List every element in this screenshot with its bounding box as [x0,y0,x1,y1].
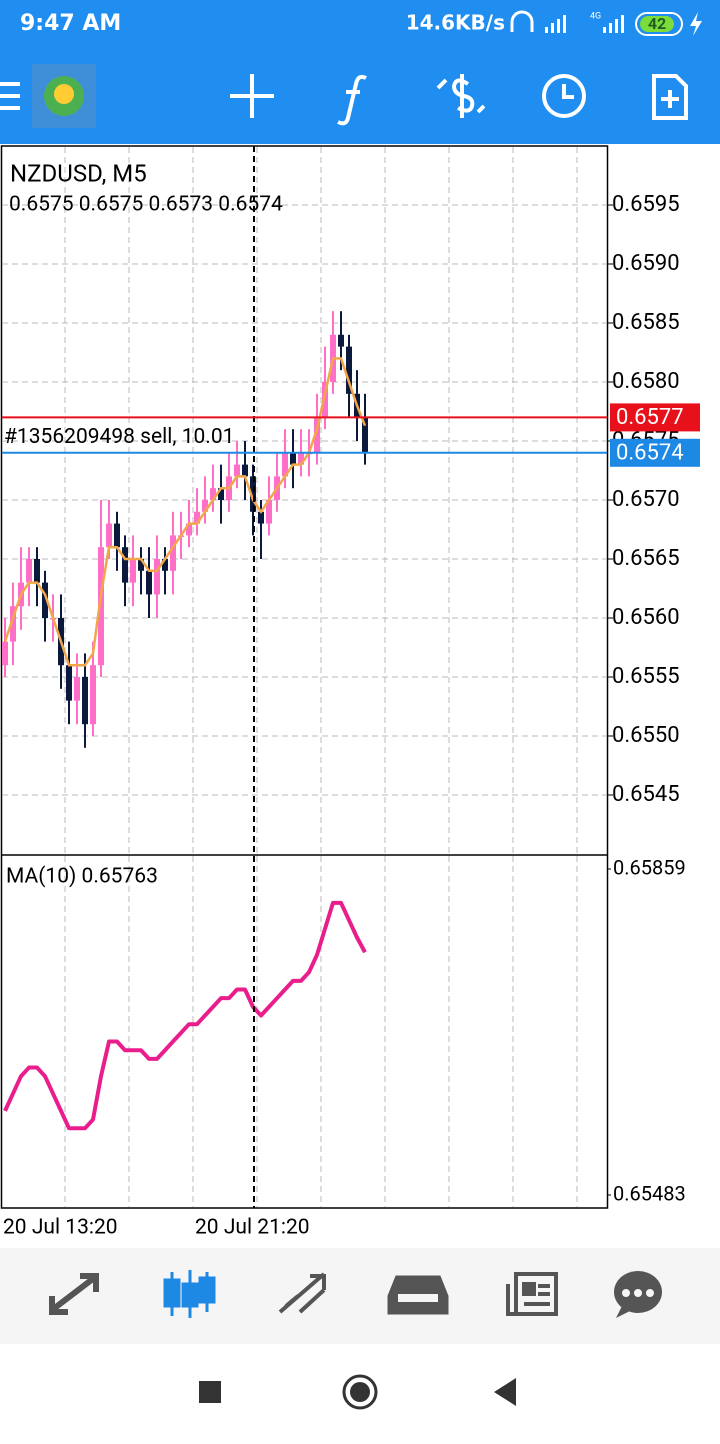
bottom-nav-icons [49,1270,662,1318]
candle-body [130,559,136,583]
candle-body [362,417,368,453]
indicator-line [3,900,367,1131]
candle-body [114,523,120,548]
app-logo[interactable] [32,64,96,128]
candle-body [186,523,192,536]
y-tick-label: 0.65483 [613,1181,686,1205]
candle-body [338,334,344,347]
y-tick-label: 0.65859 [613,855,686,879]
new-order-button[interactable] [652,74,688,120]
candle-body [34,559,40,583]
price-tag-label: 0.6577 [616,405,684,430]
y-tick-label: 0.6560 [612,605,680,630]
history-tab[interactable] [387,1275,449,1315]
candle-body [106,523,112,548]
grid [2,147,607,1207]
y-tick-label: 0.6595 [612,192,680,217]
candle-body [10,606,16,642]
candle-body [170,535,176,571]
candle-body [258,511,264,524]
candle-body [42,582,48,618]
y-tick-label: 0.6565 [612,546,680,571]
indicators-button[interactable] [337,74,367,126]
status-icons: 4G [510,10,702,36]
trade-tab[interactable] [278,1272,326,1314]
candle-body [210,488,216,500]
y-tick-label: 0.6550 [612,723,680,748]
x-tick-label: 20 Jul 13:20 [3,1216,118,1240]
y-tick-label: 0.6545 [612,782,680,807]
candle-body [250,476,256,512]
crosshair-button[interactable] [230,74,274,118]
candle-body [138,559,144,571]
candle-body [314,417,320,453]
menu-button[interactable] [0,82,20,110]
ma-line [3,357,367,667]
candle-body [266,500,272,524]
candle-body [98,547,104,666]
price-tag [610,438,700,467]
chart-tab[interactable] [163,1270,216,1318]
chart-title: NZDUSD, M5 [10,159,147,187]
candle-body [282,452,288,477]
candle-body [66,665,72,701]
chat-tab[interactable] [614,1271,662,1318]
y-tick-label: 0.6570 [612,487,680,512]
candle-body [26,559,32,583]
y-tick-label: 0.6555 [612,664,680,689]
candle-body [162,559,168,571]
x-tick-label: 20 Jul 21:20 [195,1216,310,1240]
price-tag [610,403,700,432]
toolbar [0,64,688,128]
candle-body [90,665,96,725]
candle-body [74,677,80,701]
candle-body [202,500,208,512]
candle-body [298,452,304,465]
y-tick-label: 0.6585 [612,310,680,335]
candle-body [122,547,128,583]
indicator-title: MA(10) 0.65763 [6,865,158,889]
candle-body [290,452,296,465]
battery-level: 42 [648,14,666,33]
candle-body [234,464,240,477]
candle-body [218,488,224,500]
svg-text:4G: 4G [590,11,601,21]
candle-body [154,559,160,595]
ohlc-text: 0.6575 0.6575 0.6573 0.6574 [9,193,283,217]
news-tab[interactable] [506,1272,558,1316]
y-tick-label: 0.6590 [612,251,680,276]
y-tick-label: 0.6580 [612,369,680,394]
candle-body [82,677,88,725]
candle-body [322,382,328,418]
back-button[interactable] [494,1378,516,1406]
candle-body [346,346,352,394]
order-label: #1356209498 sell, 10.01 [4,425,234,449]
price-tag-label: 0.6574 [616,441,684,466]
history-button[interactable] [542,74,586,118]
home-button[interactable] [342,1374,378,1410]
candle-body [2,641,8,666]
recents-button[interactable] [199,1381,221,1403]
chart-area [0,144,720,1248]
system-nav [199,1374,516,1410]
trade-button[interactable] [436,74,486,118]
quotes-tab[interactable] [49,1273,99,1315]
candle-body [146,570,152,595]
bottom-nav [0,1248,720,1344]
candle-body [194,511,200,524]
top-bar [0,0,720,144]
status-speed: 14.6KB/s [406,11,505,35]
candle-body [242,464,248,477]
status-time: 9:47 AM [20,11,121,36]
